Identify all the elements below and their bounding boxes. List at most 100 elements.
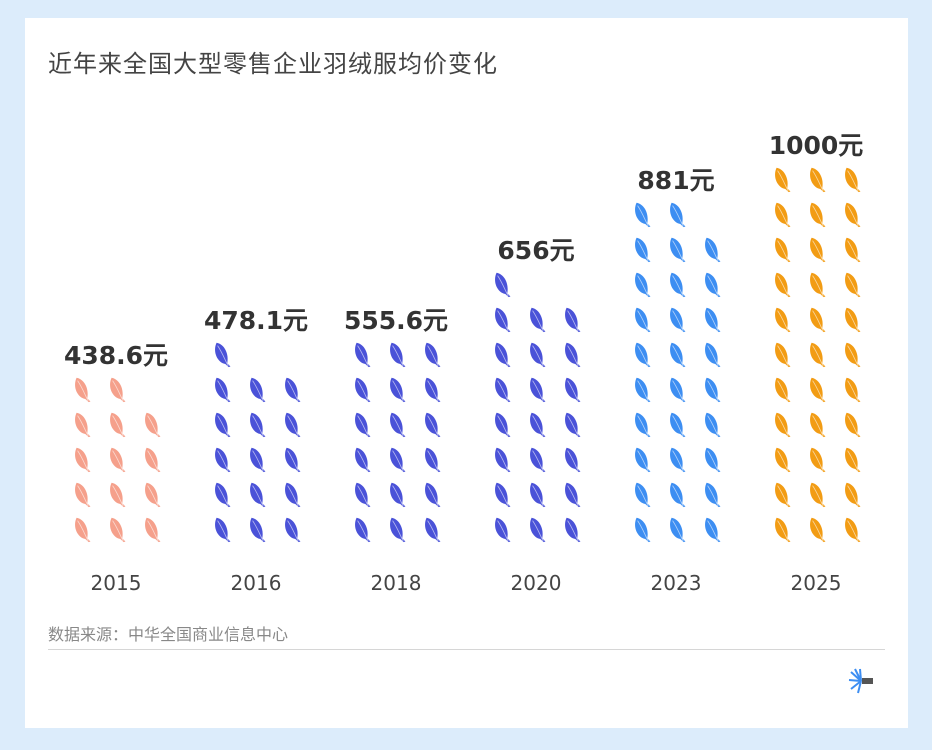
feather-icon xyxy=(845,517,861,543)
feather-icon xyxy=(145,517,161,543)
value-label: 881元 xyxy=(637,166,714,195)
feather-icon xyxy=(775,342,791,368)
feather-icon xyxy=(355,412,371,438)
feather-icon xyxy=(705,342,721,368)
feather-icon xyxy=(565,482,581,508)
feather-icon xyxy=(215,342,231,368)
feather-icon xyxy=(845,167,861,193)
feather-icon xyxy=(635,377,651,403)
feather-icon xyxy=(75,447,91,473)
feather-icon xyxy=(110,377,126,403)
feather-icon xyxy=(425,377,441,403)
feather-icon xyxy=(75,377,91,403)
feather-icon xyxy=(565,377,581,403)
feather-icon xyxy=(530,517,546,543)
feather-icon xyxy=(530,412,546,438)
feather-icon xyxy=(810,377,826,403)
feather-icon xyxy=(670,412,686,438)
feather-icon xyxy=(110,517,126,543)
feather-icon xyxy=(75,482,91,508)
feather-icon xyxy=(845,377,861,403)
feather-icon xyxy=(495,517,511,543)
feather-icon xyxy=(355,377,371,403)
feather-icon xyxy=(635,307,651,333)
feather-icon xyxy=(390,377,406,403)
feather-icon xyxy=(705,482,721,508)
feather-icon xyxy=(705,447,721,473)
feather-icon xyxy=(215,412,231,438)
feather-icon xyxy=(705,237,721,263)
feather-icon xyxy=(670,202,686,228)
feather-icon xyxy=(670,447,686,473)
feather-icon xyxy=(250,412,266,438)
feather-icon xyxy=(670,237,686,263)
feather-icon xyxy=(810,272,826,298)
feather-icon xyxy=(390,412,406,438)
feather-icon xyxy=(530,482,546,508)
feather-icon xyxy=(775,377,791,403)
feather-icon xyxy=(775,307,791,333)
feather-icon xyxy=(425,517,441,543)
year-label: 2018 xyxy=(371,571,422,595)
feather-icon xyxy=(775,412,791,438)
feather-icon xyxy=(810,342,826,368)
value-label: 478.1元 xyxy=(204,306,308,335)
year-label: 2025 xyxy=(791,571,842,595)
feather-icon xyxy=(810,167,826,193)
feather-icon xyxy=(635,517,651,543)
feather-icon xyxy=(845,482,861,508)
feather-icon xyxy=(635,482,651,508)
feather-icon xyxy=(810,447,826,473)
feather-icon xyxy=(425,482,441,508)
feather-icon xyxy=(670,482,686,508)
feather-icon xyxy=(775,482,791,508)
feather-icon xyxy=(810,237,826,263)
feather-icon xyxy=(355,517,371,543)
feather-icon xyxy=(145,482,161,508)
feather-icon xyxy=(355,342,371,368)
feather-icon xyxy=(565,307,581,333)
feather-icon xyxy=(250,517,266,543)
feather-icon xyxy=(670,377,686,403)
feather-icon xyxy=(810,517,826,543)
feather-icon xyxy=(495,342,511,368)
feather-icon xyxy=(530,447,546,473)
feather-icon xyxy=(285,412,301,438)
feather-icon xyxy=(390,447,406,473)
feather-icon xyxy=(285,482,301,508)
feather-icon xyxy=(215,447,231,473)
value-label: 438.6元 xyxy=(64,341,168,370)
feather-icon xyxy=(250,447,266,473)
feather-icon xyxy=(565,447,581,473)
feather-icon xyxy=(635,412,651,438)
feather-icon xyxy=(110,412,126,438)
feather-icon xyxy=(810,412,826,438)
feather-icon xyxy=(845,447,861,473)
feather-icon xyxy=(250,377,266,403)
feather-icon xyxy=(75,412,91,438)
chart-card: 近年来全国大型零售企业羽绒服均价变化 438.6元 2015 478.1元 2016 5… xyxy=(25,18,908,728)
feather-icon xyxy=(495,482,511,508)
feather-icon xyxy=(845,307,861,333)
feather-icon xyxy=(810,307,826,333)
feather-icon xyxy=(285,377,301,403)
feather-icon xyxy=(775,272,791,298)
feather-icon xyxy=(390,342,406,368)
feather-icon xyxy=(810,482,826,508)
year-label: 2015 xyxy=(91,571,142,595)
feather-icon xyxy=(110,447,126,473)
feather-icon xyxy=(635,202,651,228)
feather-icon xyxy=(425,412,441,438)
feather-icon xyxy=(355,447,371,473)
feather-icon xyxy=(670,307,686,333)
feather-icon xyxy=(845,272,861,298)
feather-icon xyxy=(355,482,371,508)
feather-icon xyxy=(530,342,546,368)
feather-icon xyxy=(495,272,511,298)
feather-icon xyxy=(530,377,546,403)
pictogram-chart: 438.6元 2015 478.1元 2016 555.6元 2018 656元 2020 88… xyxy=(64,131,863,595)
year-label: 2016 xyxy=(231,571,282,595)
feather-icon xyxy=(810,202,826,228)
feather-icon xyxy=(670,517,686,543)
feather-icon xyxy=(635,272,651,298)
